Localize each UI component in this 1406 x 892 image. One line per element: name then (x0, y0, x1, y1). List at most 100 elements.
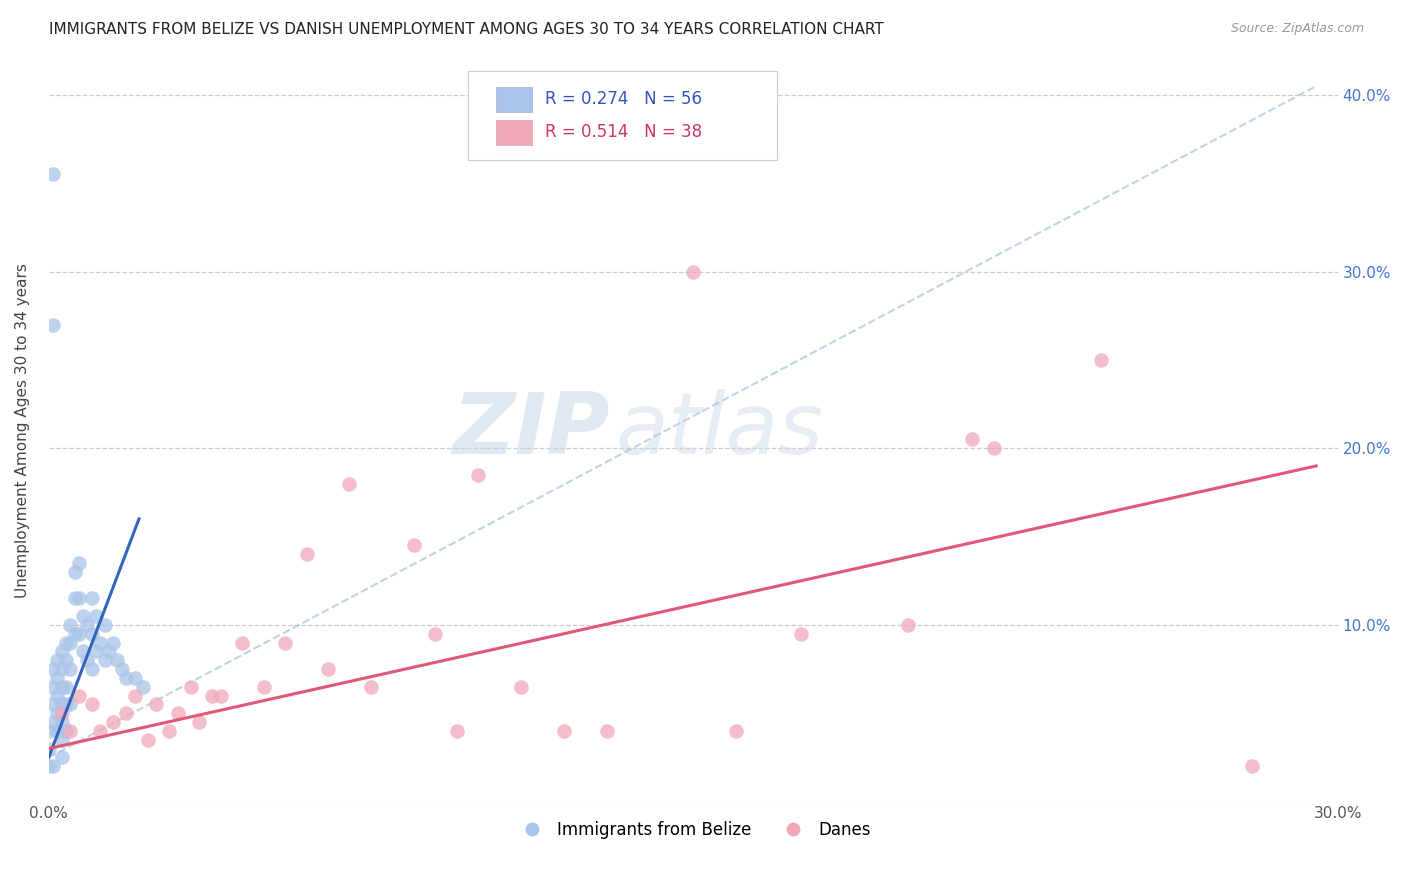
Point (316, 662, 339, 676)
Point (1090, 353, 1112, 368)
Point (59, 723, 82, 738)
Point (80, 662, 103, 676)
Point (231, 635, 253, 649)
Text: atlas: atlas (616, 389, 824, 472)
Y-axis label: Unemployment Among Ages 30 to 34 years: Unemployment Among Ages 30 to 34 years (15, 263, 30, 598)
Point (55, 723, 77, 738)
Point (51, 680, 73, 694)
Legend: Immigrants from Belize, Danes: Immigrants from Belize, Danes (509, 814, 877, 846)
Point (51, 644, 73, 658)
FancyBboxPatch shape (468, 70, 778, 160)
Point (38, 759, 60, 773)
Point (72, 609, 94, 624)
Point (188, 715, 211, 730)
Point (59, 618, 82, 632)
Point (1240, 759, 1263, 773)
Point (67, 689, 90, 703)
Point (111, 662, 134, 676)
Point (76, 653, 98, 667)
Point (51, 732, 73, 747)
Point (46, 653, 69, 667)
Point (446, 723, 468, 738)
Point (145, 698, 167, 712)
Point (201, 689, 224, 703)
Point (897, 618, 920, 632)
Point (789, 626, 811, 640)
Point (89, 635, 111, 649)
Text: ZIP: ZIP (451, 389, 609, 472)
Point (596, 723, 619, 738)
Point (962, 433, 984, 447)
Point (84, 644, 107, 658)
Point (51, 698, 73, 712)
Point (682, 264, 704, 278)
Point (67, 626, 90, 640)
Point (67, 556, 90, 570)
Point (136, 732, 159, 747)
Point (42, 715, 65, 730)
FancyBboxPatch shape (496, 120, 531, 145)
Point (42, 759, 65, 773)
Point (63, 626, 86, 640)
Point (42, 680, 65, 694)
Point (93, 653, 115, 667)
Text: R = 0.514   N = 38: R = 0.514 N = 38 (546, 123, 702, 141)
Point (124, 671, 146, 685)
Point (51, 750, 73, 764)
Point (97, 644, 120, 658)
Point (80, 626, 103, 640)
Point (42, 168, 65, 182)
Point (360, 680, 382, 694)
Point (59, 635, 82, 649)
Point (725, 723, 748, 738)
Point (553, 723, 575, 738)
Point (157, 723, 180, 738)
Point (46, 689, 69, 703)
Point (510, 680, 533, 694)
Point (63, 591, 86, 606)
Point (38, 723, 60, 738)
Point (402, 538, 425, 552)
Point (84, 609, 107, 624)
Point (103, 635, 125, 649)
Point (67, 591, 90, 606)
Point (166, 706, 188, 721)
FancyBboxPatch shape (496, 87, 531, 112)
Point (80, 698, 103, 712)
Point (55, 635, 77, 649)
Point (46, 723, 69, 738)
Point (38, 741, 60, 756)
Point (72, 644, 94, 658)
Point (107, 653, 129, 667)
Text: R = 0.274   N = 56: R = 0.274 N = 56 (546, 90, 702, 108)
Point (180, 680, 202, 694)
Point (93, 618, 115, 632)
Point (209, 689, 232, 703)
Point (51, 662, 73, 676)
Point (124, 689, 146, 703)
Point (983, 442, 1005, 456)
Point (132, 680, 155, 694)
Point (339, 476, 361, 491)
Text: IMMIGRANTS FROM BELIZE VS DANISH UNEMPLOYMENT AMONG AGES 30 TO 34 YEARS CORRELAT: IMMIGRANTS FROM BELIZE VS DANISH UNEMPLO… (49, 22, 884, 37)
Point (252, 680, 274, 694)
Point (55, 653, 77, 667)
Text: Source: ZipAtlas.com: Source: ZipAtlas.com (1230, 22, 1364, 36)
Point (51, 706, 73, 721)
Point (55, 680, 77, 694)
Point (55, 698, 77, 712)
Point (89, 723, 111, 738)
Point (42, 662, 65, 676)
Point (274, 635, 297, 649)
Point (80, 591, 103, 606)
Point (425, 626, 447, 640)
Point (63, 565, 86, 579)
Point (59, 662, 82, 676)
Point (76, 618, 98, 632)
Point (115, 706, 138, 721)
Point (42, 698, 65, 712)
Point (115, 671, 138, 685)
Point (51, 715, 73, 730)
Point (46, 671, 69, 685)
Point (59, 698, 82, 712)
